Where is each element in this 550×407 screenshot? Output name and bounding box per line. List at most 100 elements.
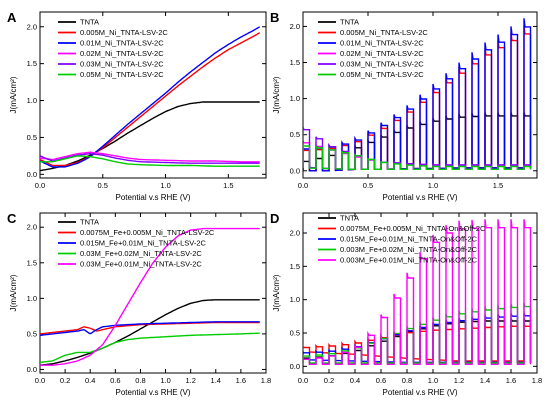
series-line xyxy=(40,227,260,366)
x-tick-label: 0.2 xyxy=(60,376,70,385)
y-tick-label: 0.0 xyxy=(27,365,37,374)
y-tick-label: 2.0 xyxy=(27,22,37,31)
x-tick-label: 1.8 xyxy=(532,376,542,385)
series-line xyxy=(303,312,532,364)
y-tick-label: 1.0 xyxy=(290,295,300,304)
x-tick-label: 0.4 xyxy=(350,376,360,385)
y-tick-label: 0.0 xyxy=(290,166,300,175)
legend-label: TNTA xyxy=(340,214,359,223)
y-tick-label: 2.0 xyxy=(27,223,37,232)
y-axis-label: J(mA/cm²) xyxy=(272,274,281,311)
legend-label: 0.05M_Ni_TNTA-LSV-2C xyxy=(80,70,164,79)
x-tick-label: 1.6 xyxy=(506,376,516,385)
panel-D: 0.0 0.2 0.4 0.6 0.8 1.0 1.2 1.4 1.6 1.8 0.0 0.5 1.0 1… xyxy=(270,211,542,397)
x-tick-label: 1.5 xyxy=(493,181,503,190)
y-tick-label: 0.5 xyxy=(27,329,37,338)
y-tick-label: 0.5 xyxy=(290,329,300,338)
series-line xyxy=(40,321,260,336)
y-tick-label: 0.5 xyxy=(290,130,300,139)
x-tick-label: 1.0 xyxy=(160,376,170,385)
series-line xyxy=(40,332,260,363)
series-line xyxy=(303,112,532,172)
x-tick-label: 1.2 xyxy=(185,376,195,385)
x-tick-label: 0.8 xyxy=(135,376,145,385)
legend-label: 0.01M_Ni_TNTA-LSV-2C xyxy=(340,39,424,48)
series-line xyxy=(40,26,261,168)
legend-label: 0.01M_Ni_TNTA-LSV-2C xyxy=(80,39,164,48)
legend-label: 0.005M_Ni_TNTA-LSV-2C xyxy=(340,28,428,37)
panel-A: 0.0 0.5 1.0 1.5 0.0 0.5 1.0 1.5 2.0 Potential v.s… xyxy=(7,10,267,202)
series-line xyxy=(303,219,532,365)
y-tick-label: 1.5 xyxy=(290,58,300,67)
x-tick-label: 0.0 xyxy=(298,376,308,385)
x-axis-label: Potential v.s RHE (V) xyxy=(383,388,458,397)
panel-letter: A xyxy=(7,10,17,25)
panel-B: 0.0 0.5 1.0 1.5 0.0 0.5 1.0 1.5 2.0 Potential v.s… xyxy=(270,10,538,202)
x-tick-label: 0.8 xyxy=(402,376,412,385)
series-line xyxy=(303,323,532,362)
x-tick-label: 1.5 xyxy=(223,181,233,190)
series-line xyxy=(303,143,532,171)
panel-letter: D xyxy=(270,211,279,226)
x-tick-label: 0.0 xyxy=(35,181,45,190)
x-tick-label: 0.5 xyxy=(363,181,373,190)
x-tick-label: 0.4 xyxy=(85,376,95,385)
y-tick-label: 1.5 xyxy=(27,59,37,68)
legend-label: 0.015M_Fe+0.01M_Ni_TNTA-On&Off-2C xyxy=(340,235,478,244)
y-tick-label: 2.0 xyxy=(290,22,300,31)
legend-label: 0.02M_Ni_TNTA-LSV-2C xyxy=(340,49,424,58)
legend-label: 0.005M_Ni_TNTA-LSV-2C xyxy=(80,28,168,37)
series-line xyxy=(40,299,260,366)
x-tick-label: 1.0 xyxy=(160,181,170,190)
series-line xyxy=(40,151,260,163)
legend-label: 0.03M_Fe+0.01M_Ni_TNTA-LSV-2C xyxy=(80,260,202,269)
series-line xyxy=(303,127,532,171)
x-tick-label: 1.2 xyxy=(454,376,464,385)
y-axis-label: J(mA/cm²) xyxy=(9,274,18,311)
y-tick-label: 1.0 xyxy=(27,96,37,105)
legend-label: 0.0075M_Fe+0.005M_Ni_TNTA-LSV-2C xyxy=(80,228,215,237)
legend-label: 0.015M_Fe+0.01M_Ni_TNTA-LSV-2C xyxy=(80,239,207,248)
legend-label: TNTA xyxy=(340,18,359,27)
x-axis-label: Potential v.s RHE (V) xyxy=(383,193,458,202)
legend-label: 0.003M_Fe+0.01M_Ni_TNTA-On&Off-2C xyxy=(340,256,478,265)
series-line xyxy=(303,318,532,365)
legend-label: 0.03M_Ni_TNTA-LSV-2C xyxy=(80,60,164,69)
x-tick-label: 1.8 xyxy=(261,376,271,385)
x-tick-label: 1.4 xyxy=(480,376,490,385)
x-tick-label: 0.0 xyxy=(298,181,308,190)
y-tick-label: 0.0 xyxy=(290,362,300,371)
x-tick-label: 0.6 xyxy=(110,376,120,385)
y-axis-label: J(mA/cm²) xyxy=(9,76,18,113)
legend-label: 0.03M_Ni_TNTA-LSV-2C xyxy=(340,60,424,69)
legend-label: 0.02M_Ni_TNTA-LSV-2C xyxy=(80,49,164,58)
y-tick-label: 1.0 xyxy=(290,94,300,103)
y-tick-label: 0.0 xyxy=(27,170,37,179)
y-axis-label: J(mA/cm²) xyxy=(272,76,281,113)
y-tick-label: 1.0 xyxy=(27,294,37,303)
x-axis-label: Potential v.s RHE (V) xyxy=(116,193,191,202)
legend-label: 0.03M_Fe+0.02M_Ni_TNTA-LSV-2C xyxy=(80,249,202,258)
legend-label: TNTA xyxy=(80,18,99,27)
x-tick-label: 1.0 xyxy=(428,376,438,385)
series-line xyxy=(303,302,532,364)
series-line xyxy=(40,101,260,172)
panel-C: 0.0 0.2 0.4 0.6 0.8 1.0 1.2 1.4 1.6 1.8 0.0 0.5 1.0 1… xyxy=(7,211,271,397)
plot-frame xyxy=(302,11,538,179)
panel-letter: C xyxy=(7,211,17,226)
y-tick-label: 1.5 xyxy=(27,258,37,267)
series-line xyxy=(40,155,260,167)
series-line xyxy=(40,32,261,167)
y-tick-label: 2.0 xyxy=(290,229,300,238)
x-tick-label: 1.0 xyxy=(428,181,438,190)
y-tick-label: 1.5 xyxy=(290,262,300,271)
legend-label: 0.003M_Fe+0.02M_Ni_TNTA-On&Off-2C xyxy=(340,245,478,254)
x-tick-label: 0.0 xyxy=(35,376,45,385)
plot-frame xyxy=(39,212,267,374)
panel-letter: B xyxy=(270,10,279,25)
x-axis-label: Potential v.s RHE (V) xyxy=(116,388,191,397)
x-tick-label: 0.2 xyxy=(324,376,334,385)
legend-label: 0.0075M_Fe+0.005M_Ni_TNTA-On&Off-2C xyxy=(340,224,486,233)
x-tick-label: 0.6 xyxy=(376,376,386,385)
